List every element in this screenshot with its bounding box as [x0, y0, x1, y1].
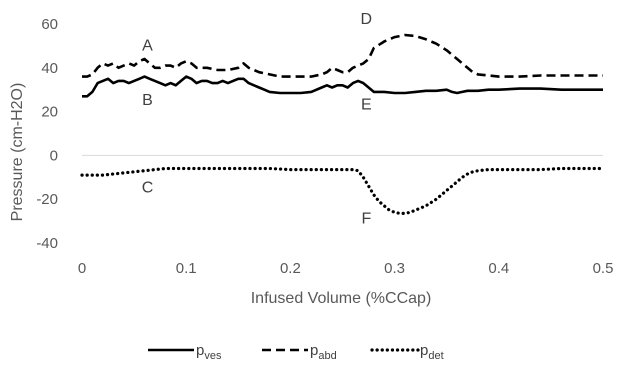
series-line-p-ves — [82, 75, 603, 98]
series-line-p-det — [80, 166, 605, 215]
y-tick-label: 0 — [50, 147, 58, 164]
annotation-label-b: B — [142, 92, 153, 109]
x-tick-label: 0.3 — [384, 260, 405, 277]
legend-label-main: p — [196, 342, 204, 359]
annotation-label-e: E — [361, 96, 372, 113]
legend-label-sub: abd — [318, 350, 336, 362]
x-tick-label: 0 — [78, 260, 86, 277]
legend-item-p-ves: pves — [148, 342, 222, 362]
legend-label: pabd — [310, 342, 337, 362]
y-axis-ticks: 60 40 20 0 -20 -40 — [36, 16, 58, 252]
legend-item-p-det: pdet — [370, 342, 444, 362]
legend-label-sub: ves — [204, 350, 222, 362]
y-tick-label: -20 — [36, 191, 58, 208]
x-tick-label: 0.4 — [488, 260, 509, 277]
y-tick-label: -40 — [36, 235, 58, 252]
x-tick-label: 0.1 — [176, 260, 197, 277]
legend-item-p-abd: pabd — [262, 342, 337, 362]
legend-label: pdet — [420, 342, 444, 362]
series-line-p-abd — [82, 33, 603, 78]
x-tick-label: 0.5 — [593, 260, 614, 277]
annotations: A B C D E F — [142, 11, 372, 227]
legend: pves pabd pdet — [148, 342, 444, 362]
y-tick-label: 40 — [41, 60, 58, 77]
annotation-label-a: A — [142, 37, 153, 54]
legend-label-main: p — [310, 342, 318, 359]
annotation-label-f: F — [361, 210, 371, 227]
x-axis-title: Infused Volume (%CCap) — [251, 290, 432, 307]
legend-label: pves — [196, 342, 222, 362]
annotation-label-d: D — [361, 11, 373, 28]
annotation-label-c: C — [142, 180, 154, 197]
legend-label-main: p — [420, 342, 428, 359]
series-layer — [80, 33, 605, 215]
x-tick-label: 0.2 — [280, 260, 301, 277]
y-axis-title: Pressure (cm-H2O) — [9, 83, 26, 222]
legend-label-sub: det — [428, 350, 443, 362]
x-axis-ticks: 0 0.1 0.2 0.3 0.4 0.5 — [78, 260, 614, 277]
y-tick-label: 60 — [41, 16, 58, 33]
y-tick-label: 20 — [41, 104, 58, 121]
